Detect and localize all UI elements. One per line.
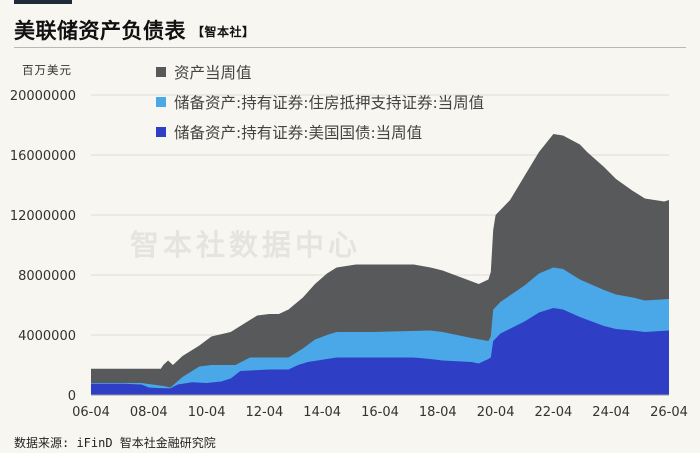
x-tick-label: 12-04 [246,405,284,420]
title-divider [14,47,686,48]
legend-swatch-mbs [156,97,166,107]
y-tick-label: 8000000 [18,269,76,284]
x-tick-label: 20-04 [477,405,515,420]
y-tick-label: 16000000 [10,149,76,164]
watermark: 智本社数据中心 [130,228,362,262]
legend-item-mbs: 储备资产:持有证券:住房抵押支持证券:当周值 [156,90,484,114]
y-tick-label: 12000000 [10,209,76,224]
legend-swatch-treasuries [156,127,166,137]
y-tick-label: 0 [68,389,76,404]
x-tick-label: 22-04 [535,405,573,420]
x-tick-label: 24-04 [592,405,630,420]
title-text: 美联储资产负债表 [14,19,186,43]
x-tick-label: 18-04 [419,405,457,420]
y-tick-label: 4000000 [18,329,76,344]
x-tick-label: 14-04 [303,405,341,420]
x-tick-label: 08-04 [130,405,168,420]
x-tick-label: 10-04 [188,405,226,420]
legend-swatch-total-assets [156,67,166,77]
unit-label: 百万美元 [22,63,72,77]
area-treasuries [91,308,669,395]
x-tick-label: 06-04 [72,405,110,420]
source-note: 数据来源: iFinD 智本社金融研究院 [14,436,216,450]
x-tick-label: 16-04 [361,405,399,420]
legend: 资产当周值 储备资产:持有证券:住房抵押支持证券:当周值 储备资产:持有证券:美… [156,60,484,150]
legend-item-treasuries: 储备资产:持有证券:美国国债:当周值 [156,120,484,144]
title-tag: 【智本社】 [192,25,255,39]
y-tick-label: 20000000 [10,89,76,104]
page-title: 美联储资产负债表 【智本社】 [14,15,255,45]
x-tick-label: 26-04 [650,405,688,420]
legend-item-total-assets: 资产当周值 [156,60,484,84]
legend-label-total-assets: 资产当周值 [174,64,252,82]
legend-label-mbs: 储备资产:持有证券:住房抵押支持证券:当周值 [174,94,485,112]
legend-label-treasuries: 储备资产:持有证券:美国国债:当周值 [174,124,423,142]
top-accent-bar [14,0,72,4]
